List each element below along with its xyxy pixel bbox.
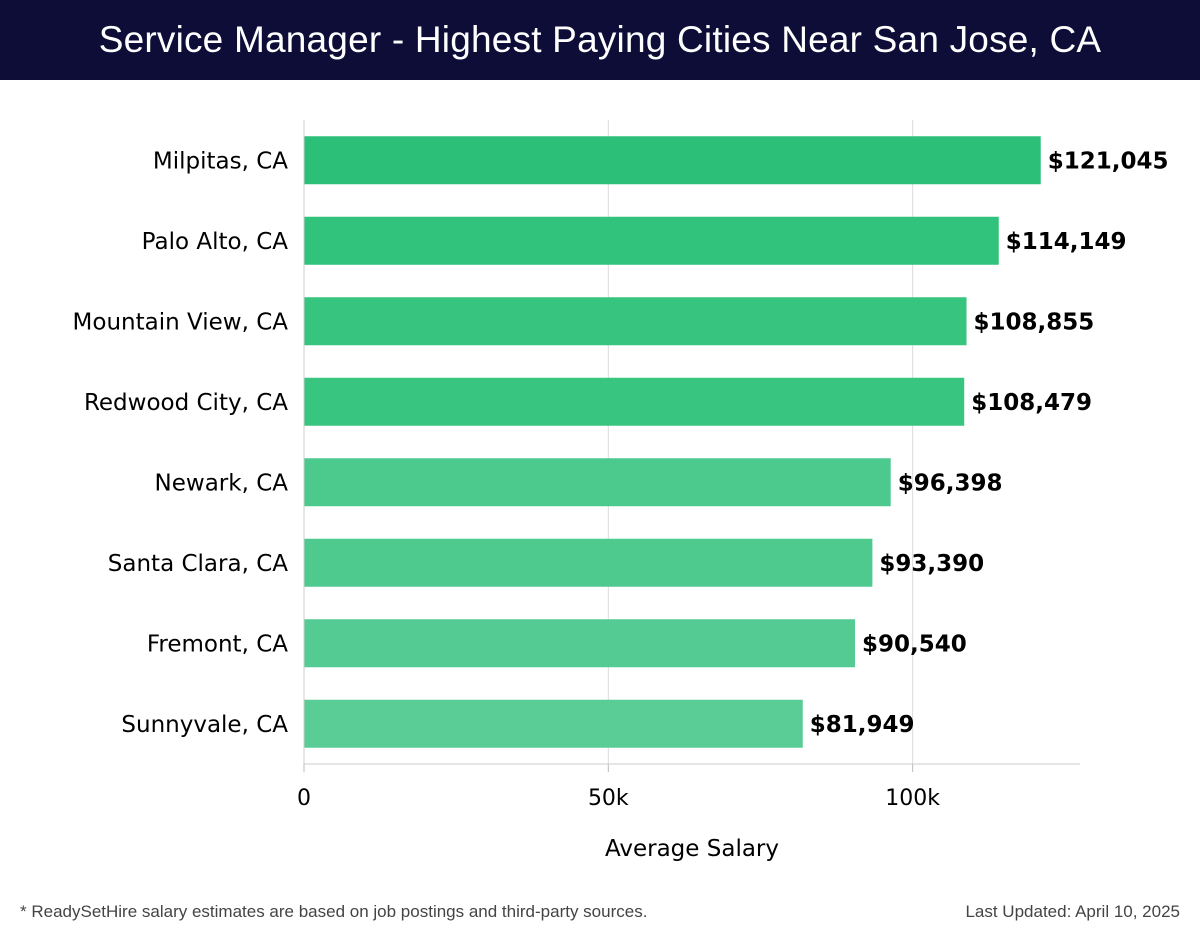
category-label: Palo Alto, CA (142, 229, 289, 255)
value-label: $81,949 (810, 712, 915, 738)
salary-bar-chart: Milpitas, CA $121,045 Palo Alto, CA $114,14… (73, 120, 1169, 862)
bar-mountain-view-ca[interactable] (304, 297, 967, 346)
value-label: $114,149 (1006, 229, 1127, 255)
bar-santa-clara-ca[interactable] (304, 538, 873, 587)
value-label: $96,398 (898, 470, 1003, 496)
category-label: Mountain View, CA (73, 309, 289, 335)
chart-title: Service Manager - Highest Paying Cities … (98, 19, 1102, 60)
value-label: $108,479 (971, 390, 1092, 416)
category-label: Santa Clara, CA (108, 551, 288, 577)
bar-palo-alto-ca[interactable] (304, 216, 999, 265)
value-label: $121,045 (1048, 148, 1169, 174)
bar-sunnyvale-ca[interactable] (304, 699, 803, 748)
category-label: Sunnyvale, CA (121, 712, 288, 738)
category-label: Milpitas, CA (153, 148, 288, 174)
footer-disclaimer: * ReadySetHire salary estimates are base… (20, 902, 648, 921)
value-label: $108,855 (974, 309, 1095, 335)
x-tick-label: 50k (588, 786, 629, 811)
bar-fremont-ca[interactable] (304, 619, 856, 668)
chart-title-bar: Service Manager - Highest Paying Cities … (0, 0, 1200, 80)
bar-milpitas-ca[interactable] (304, 136, 1041, 185)
category-label: Fremont, CA (147, 631, 288, 657)
bar-redwood-city-ca[interactable] (304, 377, 965, 426)
value-label: $90,540 (862, 631, 967, 657)
bar-newark-ca[interactable] (304, 458, 891, 507)
category-label: Redwood City, CA (84, 390, 288, 416)
x-axis-label: Average Salary (605, 836, 779, 862)
footer-last-updated: Last Updated: April 10, 2025 (965, 902, 1180, 921)
value-label: $93,390 (879, 551, 984, 577)
category-label: Newark, CA (155, 470, 289, 496)
x-tick-label: 100k (885, 786, 940, 811)
x-tick-label: 0 (297, 786, 311, 811)
